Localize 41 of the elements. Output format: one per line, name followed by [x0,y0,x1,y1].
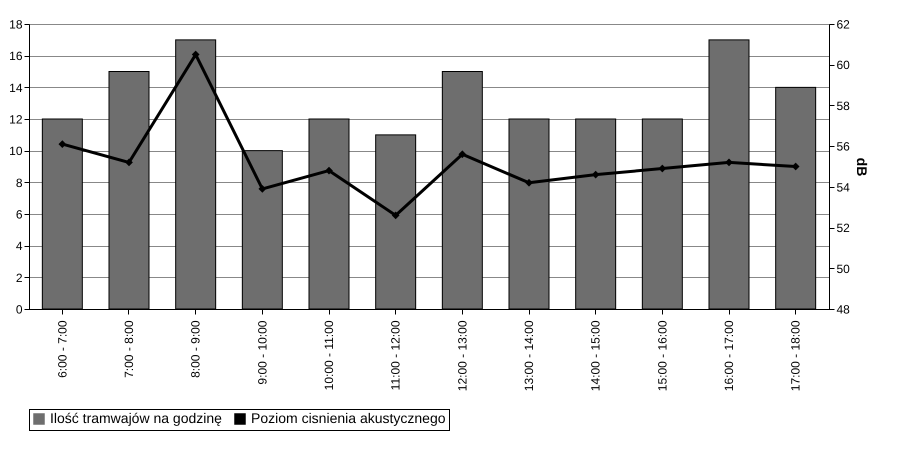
x-tick-label: 7:00 - 8:00 [122,320,136,378]
point [125,158,133,166]
y-tick-label: 10 [9,144,23,158]
y2-tick-label: 60 [836,58,850,72]
legend-label: Poziom cisnienia akustycznego [251,410,446,426]
point [458,150,466,158]
x-tick-label: 16:00 - 17:00 [722,320,736,392]
x-tick-label: 11:00 - 12:00 [388,320,403,390]
point [58,140,66,148]
y-tick-label: 12 [9,112,23,126]
y-tick-label: 14 [9,80,23,95]
y2-tick-label: 58 [836,98,850,113]
y-tick-label: 8 [16,176,23,190]
x-tick-label: 9:00 - 10:00 [255,320,270,385]
y-tick-label: 16 [9,49,23,64]
point [192,50,200,58]
y-tick-label: 2 [16,270,23,285]
y-tick-label: 0 [16,302,23,316]
legend-label: Ilość tramwajów na godzinę [50,410,222,426]
y-tick-label: 18 [9,18,23,32]
point [525,178,533,187]
x-tick-label: 15:00 - 16:00 [655,320,670,392]
y2-tick-label: 48 [836,302,850,316]
x-tick-label: 10:00 - 11:00 [322,320,336,390]
x-tick-label: 6:00 - 7:00 [55,320,70,378]
y2-axis-title: dB [854,158,870,176]
y2-tick-label: 54 [836,180,850,194]
x-tick-label: 14:00 - 15:00 [588,320,603,392]
y2-tick-label: 52 [836,221,850,236]
y-tick-label: 4 [16,239,23,254]
x-tick-label: 17:00 - 18:00 [788,320,803,392]
x-tick-label: 13:00 - 14:00 [522,320,536,392]
y2-tick-label: 62 [836,18,850,32]
y2-tick-label: 50 [836,262,850,276]
point [258,185,266,193]
x-tick-label: 12:00 - 13:00 [455,320,470,392]
y2-tick-label: 56 [836,140,850,154]
x-tick-label: 8:00 - 9:00 [188,320,203,378]
y-tick-label: 6 [16,208,23,222]
point [325,166,333,174]
point [392,211,400,220]
